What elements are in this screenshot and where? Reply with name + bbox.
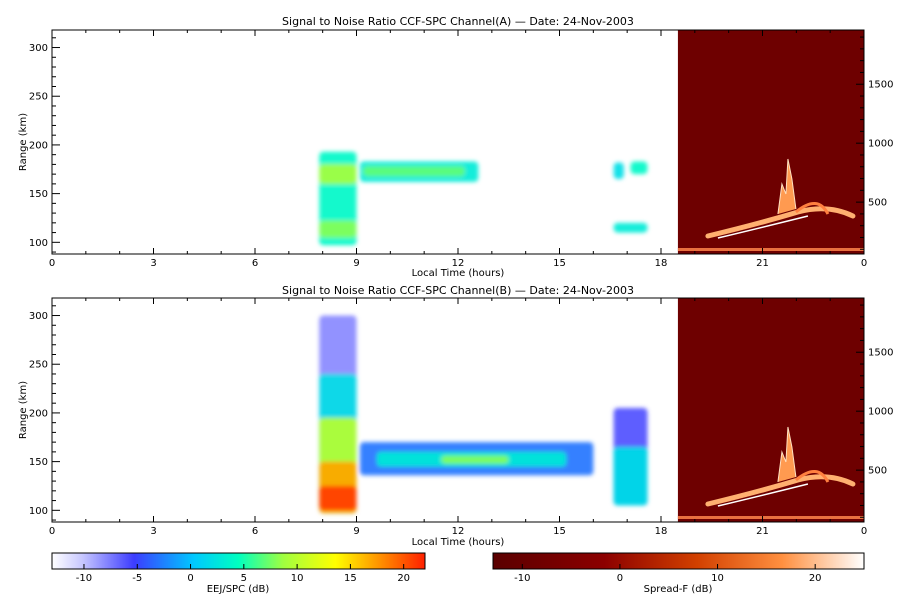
x-tick-label: 18 [655,258,668,269]
snr-blob [613,222,648,233]
spread-f-trace [794,202,830,215]
panel-channel-a: 0 3 6 9 12 15 18 21 010015020025030050010001500 … [18,15,893,279]
x-tick-label: 18 [655,526,668,537]
colorbar-snr-ticks: -10 -5 0 5 10 15 20 [76,564,410,584]
y-tick-label: 300 [29,311,48,322]
colorbar-spread-f-label: Spread-F (dB) [644,584,713,595]
colorbar-tick-label: 20 [397,573,410,584]
colorbar-tick-label: 0 [617,573,623,584]
y-tick-label: 100 [29,506,48,517]
spread-f-trace [794,470,830,483]
right-y-tick-label: 500 [868,198,887,209]
colorbar-snr-label: EEJ/SPC (dB) [207,584,270,595]
snr-blob [613,162,624,180]
y-tick-label: 150 [29,457,48,468]
y-tick-label: 200 [29,140,48,151]
x-tick-label: 3 [150,526,156,537]
x-tick-label: 12 [452,526,465,537]
spread-f-plume [777,158,797,215]
x-tick-label: 6 [252,526,258,537]
colorbar-tick-label: -5 [132,573,142,584]
y-tick-label: 100 [29,238,48,249]
colorbar-tick-label: 0 [187,573,193,584]
spread-f-band [677,248,864,251]
spread-f-trace [717,483,809,507]
x-tick-label: 21 [756,526,769,537]
colorbar-tick-label: -10 [514,573,530,584]
y-tick-label: 300 [29,43,48,54]
y-tick-label: 250 [29,92,48,103]
spread-f-trace [717,215,809,239]
colorbar-tick-label: -10 [76,573,92,584]
right-y-tick-label: 1000 [868,407,893,418]
spread-f-background [677,298,864,522]
colorbar-snr: -10 -5 0 5 10 15 20 EEJ/SPC (dB) [51,552,426,595]
panel-b-xlabel: Local Time (hours) [412,537,505,548]
right-y-tick-label: 500 [868,466,887,477]
panel-a-spread-f-layer [677,30,864,254]
snr-blob [363,166,465,177]
panel-b-spread-f-layer [677,298,864,522]
x-tick-label: 0 [861,526,867,537]
colorbar-spread-f-gradient [492,552,865,570]
x-tick-label: 15 [553,526,566,537]
panel-a-ylabel: Range (km) [18,113,29,171]
x-tick-label: 9 [353,526,359,537]
y-tick-label: 150 [29,189,48,200]
x-tick-label: 0 [861,258,867,269]
right-y-tick-label: 1500 [868,348,893,359]
panel-a-snr-layer [319,151,648,246]
y-tick-label: 200 [29,408,48,419]
colorbar-snr-gradient [51,552,426,570]
y-tick-label: 250 [29,360,48,371]
spread-f-background [677,30,864,254]
snr-blob [319,485,357,511]
x-tick-label: 15 [553,258,566,269]
x-tick-label: 0 [49,258,55,269]
colorbar-tick-label: 20 [809,573,822,584]
panel-channel-b: 0 3 6 9 12 15 18 21 010015020025030050010001500 … [18,284,893,548]
x-tick-label: 12 [452,258,465,269]
right-y-tick-label: 1000 [868,139,893,150]
x-tick-label: 6 [252,258,258,269]
snr-blob [630,161,648,175]
spread-f-band [677,516,864,519]
panel-b-snr-layer [319,315,648,514]
spread-f-plume [777,426,797,483]
snr-blob [613,447,648,506]
colorbar-spread-f-ticks: -10 0 10 20 [514,564,822,584]
x-tick-label: 9 [353,258,359,269]
colorbar-tick-label: 10 [291,573,304,584]
snr-blob [319,220,357,238]
colorbar-tick-label: 5 [241,573,247,584]
panel-a-title: Signal to Noise Ratio CCF-SPC Channel(A)… [282,15,634,28]
colorbar-spread-f: -10 0 10 20 Spread-F (dB) [492,552,865,595]
x-tick-label: 21 [756,258,769,269]
panel-b-ylabel: Range (km) [18,381,29,439]
right-y-tick-label: 1500 [868,80,893,91]
x-tick-label: 3 [150,258,156,269]
snr-blob [441,455,509,464]
x-tick-label: 0 [49,526,55,537]
panel-a-xlabel: Local Time (hours) [412,268,505,279]
colorbar-tick-label: 10 [711,573,724,584]
snr-blob [319,164,357,184]
colorbar-tick-label: 15 [344,573,357,584]
panel-b-title: Signal to Noise Ratio CCF-SPC Channel(B)… [282,284,634,297]
